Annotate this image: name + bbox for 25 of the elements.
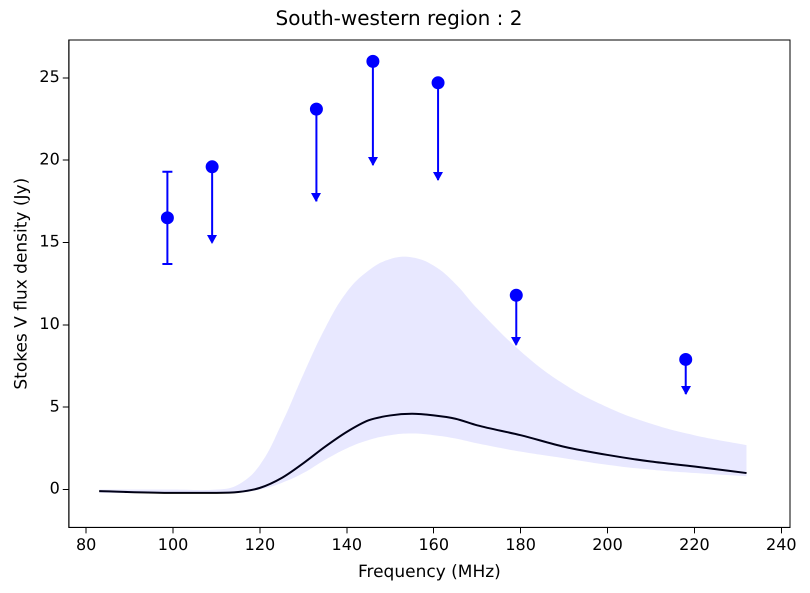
point <box>310 102 323 116</box>
x-axis-title: Frequency (MHz) <box>358 562 501 582</box>
point <box>679 352 692 366</box>
y-tick-label: 15 <box>39 232 60 251</box>
x-tick-label: 240 <box>766 535 797 554</box>
y-tick-label: 5 <box>50 396 60 416</box>
x-tick-label: 200 <box>592 535 623 554</box>
y-tick-label: 10 <box>39 314 60 334</box>
x-tick-label: 160 <box>418 535 449 554</box>
point <box>366 54 380 68</box>
x-tick-label: 120 <box>244 535 276 554</box>
x-tick-label: 140 <box>332 535 362 554</box>
x-tick-label: 180 <box>505 535 536 554</box>
x-tick-label: 80 <box>76 535 96 554</box>
y-tick-label: 20 <box>39 149 60 168</box>
point <box>206 160 219 174</box>
x-tick-label: 220 <box>679 535 710 554</box>
y-tick-label: 0 <box>50 478 60 498</box>
point <box>510 288 523 302</box>
x-tick-label: 100 <box>158 535 188 554</box>
y-axis-title: Stokes V flux density (Jy) <box>12 178 32 390</box>
point <box>432 76 445 90</box>
chart-title: South-western region : 2 <box>276 6 522 30</box>
line-series <box>98 412 748 494</box>
y-tick-label: 25 <box>39 67 60 86</box>
